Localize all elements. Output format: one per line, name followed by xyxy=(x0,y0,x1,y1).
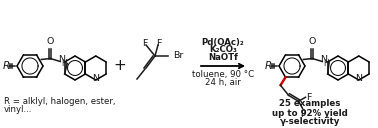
Text: N: N xyxy=(58,56,65,65)
Text: H: H xyxy=(61,60,67,68)
Text: vinyl...: vinyl... xyxy=(4,105,33,115)
Text: H: H xyxy=(324,60,329,68)
Text: N: N xyxy=(320,56,327,65)
Text: O: O xyxy=(308,36,316,45)
Text: up to 92% yield: up to 92% yield xyxy=(272,109,348,118)
Text: +: + xyxy=(114,58,126,73)
Text: R = alklyl, halogen, ester,: R = alklyl, halogen, ester, xyxy=(4,98,116,106)
Text: Pd(OAc)₂: Pd(OAc)₂ xyxy=(201,38,244,46)
Text: N: N xyxy=(355,74,362,83)
Text: 24 h, air: 24 h, air xyxy=(205,78,241,88)
Text: O: O xyxy=(46,36,54,45)
Text: F: F xyxy=(307,93,312,102)
Text: γ-selectivity: γ-selectivity xyxy=(280,118,340,126)
Text: toluene, 90 °C: toluene, 90 °C xyxy=(192,71,254,79)
Text: R: R xyxy=(264,61,272,71)
Text: NaOTf: NaOTf xyxy=(208,54,238,62)
Text: F: F xyxy=(156,39,162,47)
Text: K₂CO₃: K₂CO₃ xyxy=(209,45,237,55)
Text: N: N xyxy=(92,74,99,83)
Text: 25 examples: 25 examples xyxy=(279,99,341,109)
Text: R: R xyxy=(2,61,9,71)
Text: F: F xyxy=(300,110,305,119)
Text: F: F xyxy=(142,39,148,47)
Text: Br: Br xyxy=(173,51,183,61)
